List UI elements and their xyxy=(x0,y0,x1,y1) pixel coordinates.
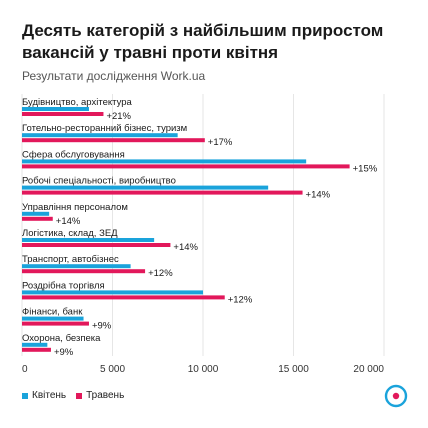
legend-item-may: Травень xyxy=(76,390,124,401)
growth-label: +12% xyxy=(148,268,173,279)
category-label: Будівництво, архітектура xyxy=(22,97,133,108)
category-label: Фінанси, банк xyxy=(22,307,83,318)
legend-label-april: Квітень xyxy=(32,390,67,401)
legend: Квітень Травень xyxy=(22,390,134,401)
bar-may xyxy=(22,190,303,195)
growth-label: +14% xyxy=(56,216,81,227)
chart-subtitle: Результати дослідження Work.ua xyxy=(22,69,206,83)
x-tick-label: 15 000 xyxy=(278,364,309,375)
bar-april xyxy=(22,185,269,190)
category-label: Робочі спеціальності, виробництво xyxy=(22,176,176,187)
bar-may xyxy=(22,216,53,221)
growth-label: +21% xyxy=(106,111,131,122)
bar-may xyxy=(22,269,146,274)
bar-april xyxy=(22,211,50,216)
category-label: Готельно-ресторанний бізнес, туризм xyxy=(22,123,187,134)
x-tick-label: 20 000 xyxy=(353,364,384,375)
growth-label: +9% xyxy=(92,321,112,332)
bar-april xyxy=(22,264,131,269)
chart-title: Десять категорій з найбільшим приростом … xyxy=(22,21,384,62)
bar-may xyxy=(22,347,51,352)
bar-april xyxy=(22,107,89,111)
bar-may xyxy=(22,295,225,300)
bar-april xyxy=(22,159,307,164)
bar-may xyxy=(22,243,171,247)
bar-april xyxy=(22,238,155,242)
legend-swatch-may xyxy=(76,392,83,399)
growth-label: +14% xyxy=(173,242,198,253)
legend-swatch-april xyxy=(22,392,28,399)
growth-label: +15% xyxy=(353,163,378,174)
x-tick-label: 0 xyxy=(22,364,28,375)
bar-april xyxy=(22,133,178,138)
bar-may xyxy=(22,138,205,143)
bar-april xyxy=(22,316,84,321)
bar-april xyxy=(22,342,48,347)
work-ua-logo-icon xyxy=(384,384,408,408)
category-label: Транспорт, автобізнес xyxy=(22,254,119,265)
category-label: Логістика, склад, ЗЕД xyxy=(22,228,118,239)
legend-label-may: Травень xyxy=(86,390,125,401)
category-label: Сфера обслуговування xyxy=(22,149,125,160)
growth-label: +14% xyxy=(306,190,331,201)
growth-label: +17% xyxy=(208,137,233,148)
growth-label: +9% xyxy=(54,347,74,358)
x-tick-label: 5 000 xyxy=(100,364,125,375)
bar-may xyxy=(22,164,350,169)
category-label: Охорона, безпека xyxy=(22,333,101,344)
legend-item-april: Квітень xyxy=(22,390,66,401)
bar-may xyxy=(22,112,104,116)
growth-label: +12% xyxy=(228,294,253,305)
category-label: Управління персоналом xyxy=(22,202,128,213)
bar-april xyxy=(22,290,203,295)
category-label: Роздрібна торгівля xyxy=(22,280,105,291)
bar-may xyxy=(22,321,89,326)
x-tick-label: 10 000 xyxy=(188,364,219,375)
